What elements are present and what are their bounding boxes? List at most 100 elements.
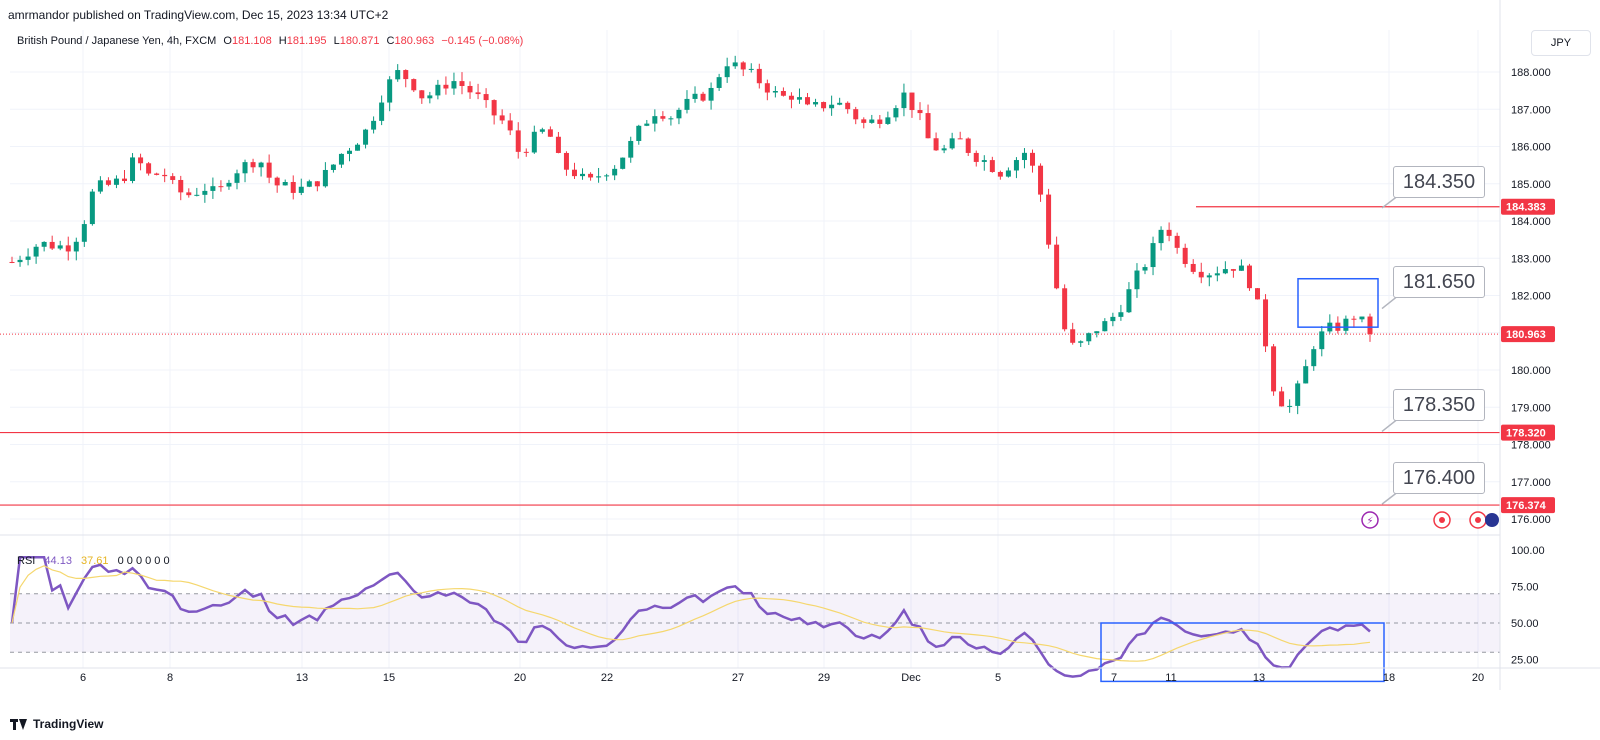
candle-body (989, 160, 995, 172)
candle-body (162, 174, 168, 177)
candle-body (949, 138, 955, 149)
candle-body (1279, 391, 1285, 407)
candle-body (515, 130, 521, 152)
chart-grid (10, 30, 1500, 668)
rsi-value: 44.13 (44, 555, 72, 567)
candle-body (73, 241, 79, 252)
currency-button[interactable]: JPY (1531, 30, 1591, 56)
candle-body (997, 171, 1003, 177)
candle-body (427, 95, 433, 99)
candle-body (780, 91, 786, 96)
candle-body (218, 186, 224, 188)
candle-body (957, 138, 963, 140)
price-label-text: 176.374 (1506, 500, 1547, 512)
candle-body (451, 81, 457, 89)
event-marker-dot-icon (1439, 517, 1445, 523)
callout-184350: 184.350 (1393, 166, 1485, 198)
time-tick-label: 8 (167, 672, 173, 684)
candle-body (1005, 170, 1011, 177)
candle-body (49, 241, 55, 249)
candle-body (1246, 265, 1252, 289)
symbol-legend: British Pound / Japanese Yen, 4h, FXCM O… (17, 35, 523, 47)
rsi-ma-line (11, 565, 1371, 662)
low-label: L (333, 35, 340, 47)
candle-body (531, 131, 537, 153)
price-tick-label: 179.000 (1511, 402, 1551, 414)
callout-176400: 176.400 (1393, 462, 1485, 494)
candle-body (571, 169, 577, 177)
close-value: 180.963 (394, 35, 435, 47)
time-tick-label: 15 (383, 672, 395, 684)
candle-body (1182, 247, 1188, 264)
price-tick-label: 187.000 (1511, 104, 1551, 116)
candle-body (1206, 275, 1212, 278)
rsi-tick-label: 50.00 (1511, 618, 1539, 630)
candle-body (1062, 288, 1068, 330)
candle-body (363, 129, 369, 145)
candle-body (628, 140, 634, 158)
candle-body (355, 144, 361, 151)
candle-body (1238, 265, 1244, 271)
candle-body (596, 176, 602, 178)
rsi-zero-values: 0 0 0 0 0 0 (117, 555, 170, 567)
candle-body (226, 182, 232, 187)
candle-body (660, 116, 666, 119)
candle-body (1295, 383, 1301, 406)
axes: 188.000 187.000 186.000 185.000 184.000 183.0… (0, 0, 1600, 690)
candle-body (901, 92, 907, 109)
candle-body (684, 98, 690, 110)
candle-body (772, 91, 778, 93)
rsi-annotation-box (1100, 622, 1385, 683)
candle-body (346, 150, 352, 154)
time-tick-label: Dec (901, 672, 921, 684)
candle-body (612, 168, 618, 176)
candle-body (1214, 273, 1220, 276)
candle-body (266, 162, 272, 178)
candle-body (194, 194, 200, 196)
time-tick-label: 6 (80, 672, 86, 684)
candle-body (282, 182, 288, 186)
candle-body (1319, 331, 1325, 350)
candle-body (909, 92, 915, 111)
candle-body (274, 177, 280, 186)
lightning-marker-icon (1361, 511, 1379, 529)
candle-body (443, 84, 449, 89)
candle-body (973, 152, 979, 162)
candle-body (829, 104, 835, 109)
candle-body (467, 85, 473, 93)
candles (9, 55, 1373, 415)
candle-body (25, 256, 31, 260)
event-marker-dot-icon (1475, 517, 1481, 523)
candle-body (636, 125, 642, 141)
candle-body (885, 117, 891, 124)
candle-body (1110, 316, 1116, 322)
candle-body (965, 138, 971, 153)
price-tick-label: 183.000 (1511, 253, 1551, 265)
candle-body (555, 136, 561, 153)
candle-body (748, 68, 754, 70)
price-label-text: 180.963 (1506, 329, 1546, 341)
candle-body (379, 102, 385, 121)
tradingview-brand[interactable]: TradingView (10, 717, 103, 731)
candle-body (869, 119, 875, 123)
candle-body (1134, 270, 1140, 290)
price-label-tag (1501, 497, 1555, 514)
price-label-tag (1501, 326, 1555, 343)
candle-body (620, 157, 626, 169)
candle-body (483, 94, 489, 101)
candle-body (1118, 312, 1124, 317)
candle-body (644, 123, 650, 126)
candle-body (796, 97, 802, 100)
candle-body (507, 120, 513, 131)
candle-body (708, 87, 714, 101)
candle-body (877, 119, 883, 124)
candle-body (692, 93, 698, 99)
symbol-name: British Pound / Japanese Yen, 4h, FXCM (17, 35, 217, 47)
candle-body (861, 119, 867, 123)
price-tick-label: 182.000 (1511, 291, 1551, 303)
candle-body (604, 175, 610, 177)
candle-body (113, 178, 119, 185)
candle-body (459, 81, 465, 86)
rsi-tick-label: 100.00 (1511, 545, 1545, 557)
